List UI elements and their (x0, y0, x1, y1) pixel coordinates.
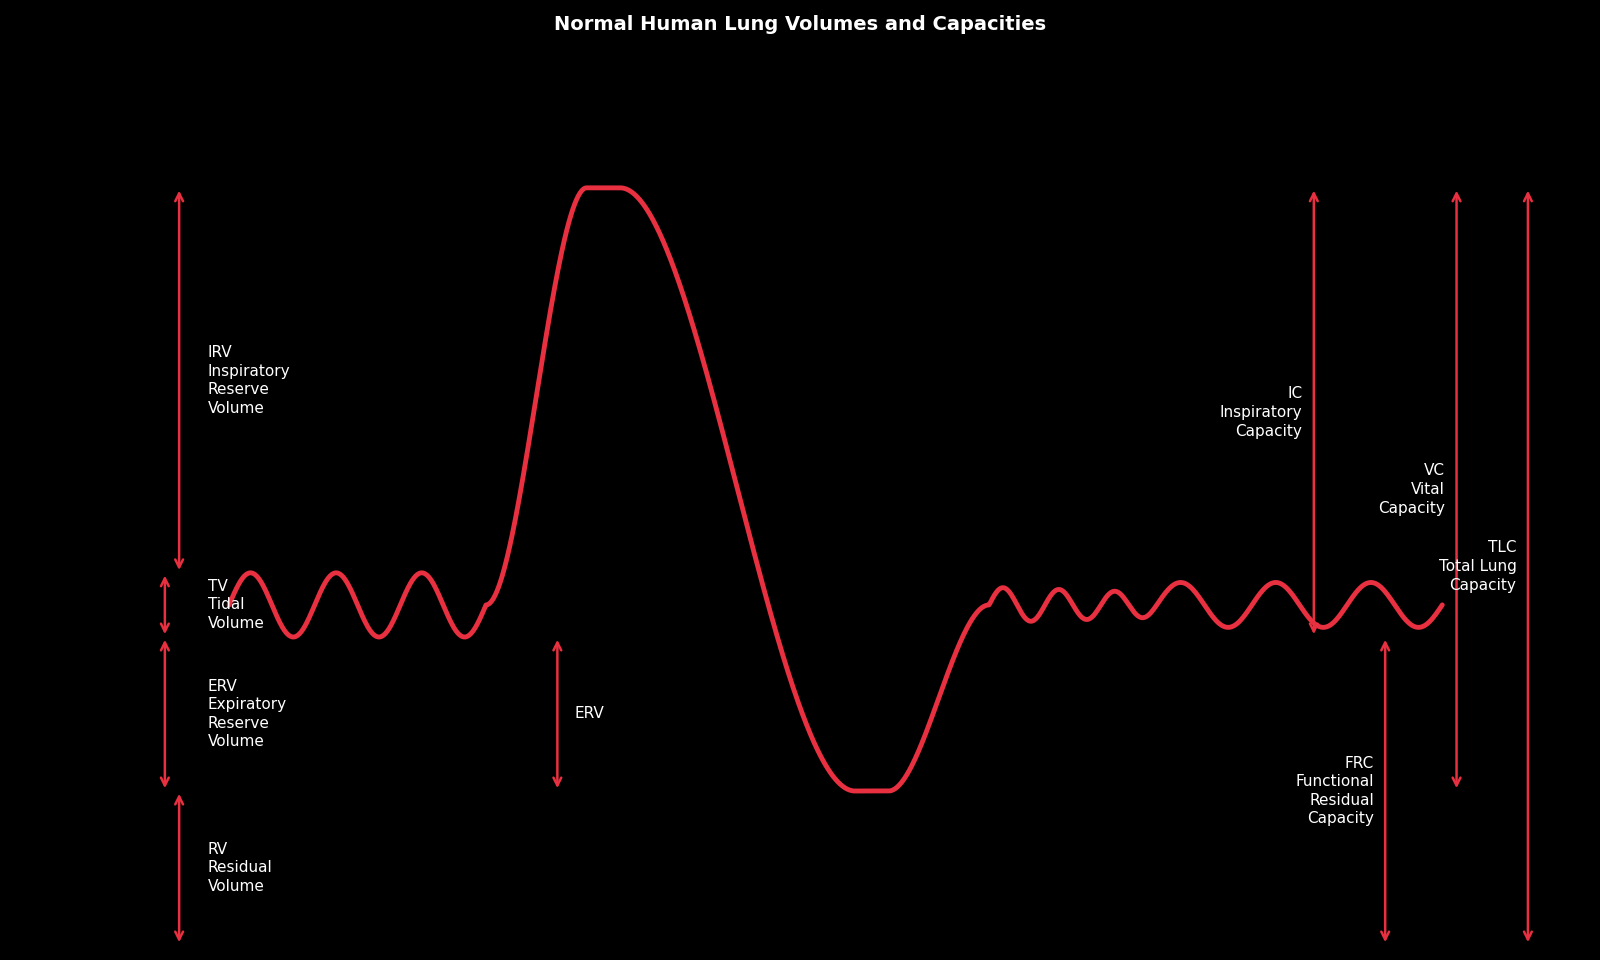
Text: IRV
Inspiratory
Reserve
Volume: IRV Inspiratory Reserve Volume (208, 345, 290, 416)
Text: FRC
Functional
Residual
Capacity: FRC Functional Residual Capacity (1296, 756, 1374, 827)
Text: ERV: ERV (574, 707, 605, 722)
Title: Normal Human Lung Volumes and Capacities: Normal Human Lung Volumes and Capacities (554, 15, 1046, 34)
Text: VC
Vital
Capacity: VC Vital Capacity (1378, 464, 1445, 516)
Text: TLC
Total Lung
Capacity: TLC Total Lung Capacity (1438, 540, 1517, 592)
Text: TV
Tidal
Volume: TV Tidal Volume (208, 579, 264, 631)
Text: IC
Inspiratory
Capacity: IC Inspiratory Capacity (1219, 386, 1302, 439)
Text: RV
Residual
Volume: RV Residual Volume (208, 842, 272, 894)
Text: ERV
Expiratory
Reserve
Volume: ERV Expiratory Reserve Volume (208, 679, 286, 750)
